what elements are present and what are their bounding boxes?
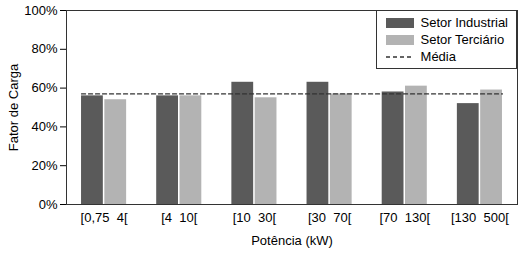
svg-text:[4 10[: [4 10[ bbox=[161, 210, 198, 225]
svg-text:Fator de Carga: Fator de Carga bbox=[6, 63, 21, 151]
svg-text:Potência (kW): Potência (kW) bbox=[251, 233, 333, 248]
svg-text:[130 500[: [130 500[ bbox=[451, 210, 509, 225]
svg-text:[0,75 4[: [0,75 4[ bbox=[81, 210, 128, 225]
svg-text:[10 30[: [10 30[ bbox=[233, 210, 277, 225]
svg-text:20%: 20% bbox=[31, 158, 57, 173]
svg-text:100%: 100% bbox=[24, 3, 58, 18]
svg-text:60%: 60% bbox=[31, 80, 57, 95]
svg-text:0%: 0% bbox=[39, 197, 58, 212]
html-text:Setor Terciário: Setor Terciário bbox=[420, 32, 505, 47]
svg-text:80%: 80% bbox=[31, 41, 57, 56]
html-text:Média: Média bbox=[420, 49, 456, 64]
html-text:Setor Industrial: Setor Industrial bbox=[420, 15, 508, 30]
svg-text:[30 70[: [30 70[ bbox=[308, 210, 352, 225]
svg-text:40%: 40% bbox=[31, 119, 57, 134]
svg-text:[70 130[: [70 130[ bbox=[379, 210, 430, 225]
